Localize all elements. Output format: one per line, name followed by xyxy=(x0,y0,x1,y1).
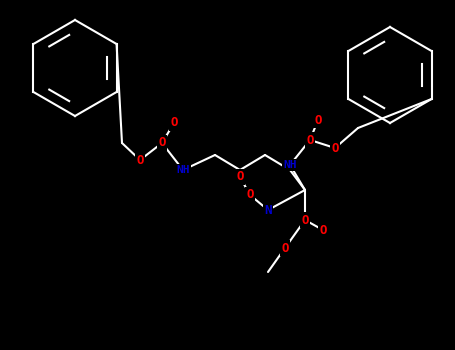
Text: O: O xyxy=(170,117,178,130)
Text: O: O xyxy=(136,154,144,167)
Text: N: N xyxy=(264,203,272,217)
Text: O: O xyxy=(314,113,322,126)
Text: O: O xyxy=(281,241,289,254)
Text: NH: NH xyxy=(283,160,297,170)
Text: O: O xyxy=(331,141,339,154)
Text: NH: NH xyxy=(176,165,190,175)
Text: O: O xyxy=(246,189,254,202)
Text: O: O xyxy=(158,136,166,149)
Text: O: O xyxy=(319,224,327,237)
Text: O: O xyxy=(301,214,309,226)
Text: O: O xyxy=(236,170,244,183)
Text: O: O xyxy=(306,133,314,147)
